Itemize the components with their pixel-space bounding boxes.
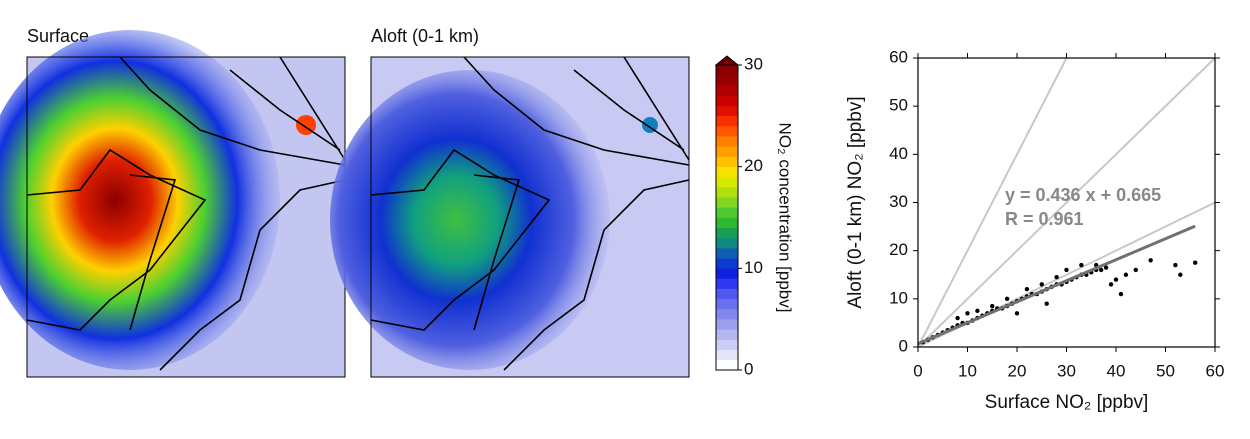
colorbar-band (716, 197, 738, 208)
scatter-point (955, 315, 960, 321)
scatter-point (965, 311, 970, 316)
colorbar-band (716, 136, 738, 147)
colorbar-band (716, 126, 738, 137)
colorbar-band (716, 176, 738, 188)
y-tick-label: 20 (889, 240, 908, 259)
fit-line (917, 224, 1196, 346)
colorbar-band (716, 349, 738, 361)
scatter-point (1108, 282, 1114, 287)
colorbar-band (716, 207, 738, 218)
y-tick-label: 30 (889, 192, 908, 211)
scatter-point (1133, 267, 1139, 273)
map-aloft (330, 56, 690, 378)
scatter-point (1039, 282, 1044, 287)
map-title: Aloft (0-1 km) (371, 26, 479, 46)
colorbar-band (716, 339, 738, 350)
colorbar-band (716, 105, 738, 117)
y-axis-label: Aloft (0-1 km) NO₂ [ppbv] (845, 96, 866, 308)
scatter-point (1054, 274, 1059, 280)
colorbar-tick-label: 20 (744, 156, 763, 175)
colorbar-band (716, 278, 738, 289)
x-tick-label: 20 (1008, 361, 1027, 380)
scatter-point (1113, 277, 1119, 282)
annotation: y = 0.436 x + 0.665 (1005, 185, 1161, 205)
y-tick-label: 0 (899, 336, 908, 355)
y-tick-label: 60 (889, 47, 908, 66)
colorbar-tick-label: 0 (744, 359, 753, 378)
annotation: R = 0.961 (1005, 209, 1084, 229)
colorbar-tick-label: 10 (744, 258, 763, 277)
scatter-point (1098, 267, 1104, 273)
scatter-point (1193, 260, 1198, 265)
colorbar-label: NO₂ concentration [ppbv] (776, 123, 795, 313)
colorbar-band (716, 187, 738, 198)
scatter-point (975, 308, 980, 314)
colorbar-band (716, 227, 738, 239)
x-tick-label: 10 (958, 361, 977, 380)
reference-line (917, 57, 1216, 348)
x-axis-label: Surface NO₂ [ppbv] (985, 392, 1149, 413)
y-tick-label: 40 (889, 144, 908, 163)
colorbar-band (716, 166, 738, 178)
y-tick-label: 10 (889, 288, 908, 307)
colorbar-band (716, 359, 738, 371)
colorbar-band (716, 309, 738, 320)
scatter-point (1118, 291, 1124, 297)
colorbar-band (716, 65, 738, 76)
colorbar-band (716, 115, 738, 127)
colorbar-band (716, 298, 738, 310)
scatter-point (1103, 265, 1109, 270)
x-tick-label: 0 (913, 361, 922, 380)
colorbar-band (716, 75, 738, 86)
colorbar-band (716, 95, 738, 106)
map-title: Surface (27, 26, 89, 46)
reference-line (917, 57, 1068, 348)
colorbar-band (716, 288, 738, 300)
colorbar-band (716, 85, 738, 96)
scatter-point (1123, 272, 1129, 277)
colorbar-band (716, 237, 738, 249)
x-tick-label: 50 (1156, 361, 1175, 380)
x-tick-label: 40 (1107, 361, 1126, 380)
scatter-point (1148, 258, 1153, 263)
colorbar-band (716, 146, 738, 157)
scatter-plot: 0 10 20 30 40 50 60 0 10 20 30 40 50 60 Surface NO₂ [p… (845, 47, 1224, 413)
colorbar-band (716, 268, 738, 279)
map-surface (0, 30, 346, 378)
scatter-point (1079, 262, 1084, 268)
colorbar: 0 10 20 30 NO₂ concentration [ppbv] (714, 54, 795, 378)
colorbar-band (716, 217, 738, 228)
colorbar-extension (714, 55, 740, 66)
scatter-point (1014, 311, 1020, 316)
x-tick-label: 30 (1057, 361, 1076, 380)
colorbar-band (716, 248, 738, 259)
scatter-point (990, 303, 995, 309)
colorbar-band (716, 156, 738, 167)
y-tick-label: 50 (889, 96, 908, 115)
scatter-point (1044, 301, 1049, 306)
colorbar-frame (715, 64, 739, 371)
x-tick-label: 60 (1206, 361, 1225, 380)
colorbar-band (716, 319, 738, 330)
scatter-point (1064, 267, 1069, 273)
colorbar-band (716, 258, 738, 269)
scatter-point (1024, 287, 1030, 292)
scatter-point (1004, 296, 1010, 302)
colorbar-band (716, 329, 738, 340)
scatter-point (1173, 262, 1178, 268)
colorbar-tick-label: 30 (744, 54, 763, 73)
scatter-point (1178, 272, 1183, 277)
